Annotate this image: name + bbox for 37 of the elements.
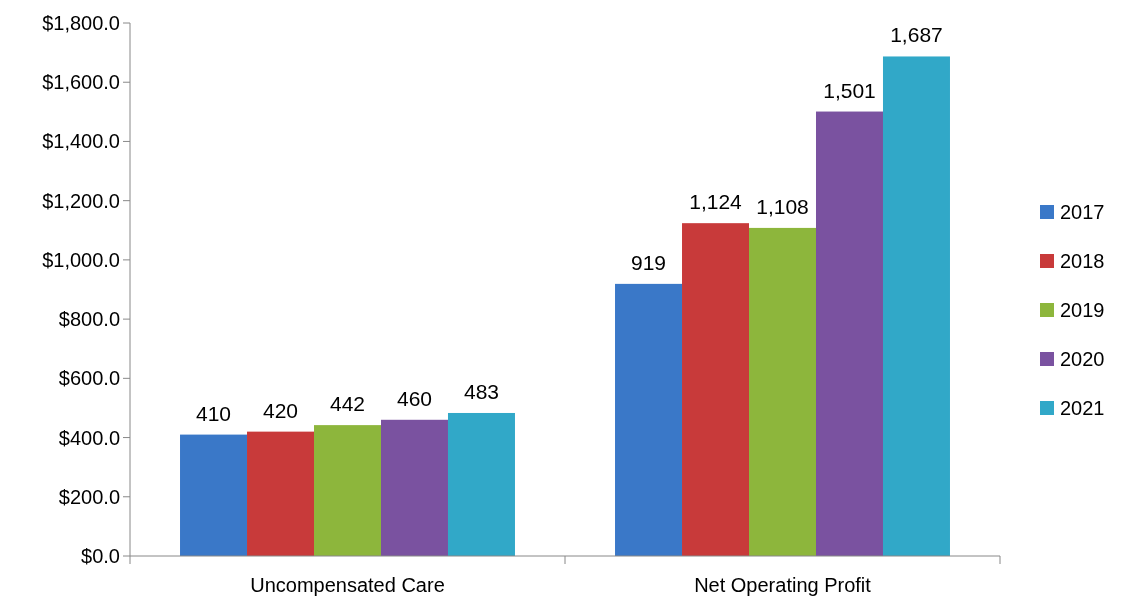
bar bbox=[882, 56, 950, 556]
y-tick-label: $0.0 bbox=[81, 545, 120, 567]
bar bbox=[682, 223, 750, 556]
x-tick-label: Net Operating Profit bbox=[694, 574, 872, 596]
bar bbox=[247, 431, 315, 556]
y-tick-label: $200.0 bbox=[58, 485, 120, 508]
y-tick-label: $1,800.0 bbox=[42, 12, 120, 34]
bar bbox=[314, 425, 381, 556]
legend-label: 2020 bbox=[1060, 348, 1105, 370]
data-label: 442 bbox=[329, 392, 366, 416]
data-label: 483 bbox=[463, 379, 499, 403]
data-label: 410 bbox=[196, 401, 232, 425]
data-label: 420 bbox=[262, 398, 299, 422]
y-tick-label: $400.0 bbox=[58, 426, 120, 449]
bar bbox=[381, 419, 448, 556]
y-tick-label: $800.0 bbox=[58, 308, 120, 331]
y-tick-label: $1,200.0 bbox=[42, 189, 120, 212]
data-label: 460 bbox=[396, 386, 433, 410]
data-label: 919 bbox=[631, 250, 667, 274]
legend-label: 2018 bbox=[1060, 250, 1105, 272]
legend-label: 2017 bbox=[1060, 201, 1105, 223]
y-tick-label: $1,000.0 bbox=[42, 248, 120, 271]
y-tick-label: $1,600.0 bbox=[42, 71, 120, 94]
bar bbox=[447, 412, 515, 556]
legend-label: 2021 bbox=[1060, 397, 1105, 419]
bar bbox=[615, 283, 683, 556]
legend-label: 2019 bbox=[1060, 299, 1105, 321]
data-label: 1,108 bbox=[756, 194, 809, 218]
x-tick-label: Uncompensated Care bbox=[250, 574, 445, 596]
data-label: 1,501 bbox=[823, 78, 876, 102]
bar bbox=[816, 111, 883, 556]
bar bbox=[180, 434, 248, 556]
y-tick-label: $600.0 bbox=[58, 367, 120, 390]
data-label: 1,687 bbox=[890, 23, 943, 47]
y-tick-label: $1,400.0 bbox=[42, 130, 120, 153]
data-label: 1,124 bbox=[689, 190, 743, 214]
bar bbox=[749, 227, 816, 556]
